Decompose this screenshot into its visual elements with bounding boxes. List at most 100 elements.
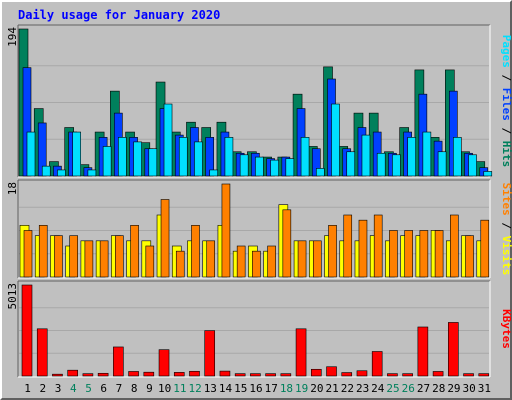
bar-pages-day-7 — [118, 137, 127, 177]
series-sites — [23, 183, 490, 278]
bar-sites-day-9 — [145, 245, 155, 278]
legend-entry: KBytes — [500, 309, 512, 349]
bar-pages-day-25 — [392, 154, 401, 177]
bar-kbytes-day-22 — [341, 372, 353, 377]
x-tick-label-day-3: 3 — [55, 382, 62, 395]
bar-kbytes-day-4 — [67, 369, 78, 377]
x-tick-label-day-29: 29 — [447, 382, 460, 395]
bar-kbytes-day-24 — [371, 351, 383, 377]
bar-kbytes-day-11 — [173, 372, 185, 377]
x-tick-label-day-22: 22 — [341, 382, 354, 395]
bar-sites-day-3 — [54, 235, 63, 278]
x-tick-label-day-24: 24 — [371, 382, 385, 395]
panel-background — [18, 281, 490, 377]
x-tick-label-day-2: 2 — [40, 382, 47, 395]
x-tick-label-day-18: 18 — [280, 382, 293, 395]
bar-pages-day-8 — [133, 141, 142, 177]
x-tick-label-day-14: 14 — [219, 382, 233, 395]
series-legend-label: KBytes — [500, 309, 512, 349]
x-tick-label-day-20: 20 — [310, 382, 323, 395]
chart-panel-3: 5013 KBytes — [6, 280, 512, 378]
bar-sites-day-5 — [84, 240, 94, 278]
bar-kbytes-day-7 — [113, 346, 124, 377]
bar-kbytes-day-29 — [448, 322, 459, 377]
chart-panel-1: 194 Pages / Files / Hits — [6, 24, 512, 178]
bar-pages-day-27 — [422, 131, 432, 177]
y-axis-max-label: 194 — [6, 27, 19, 47]
bar-kbytes-day-1 — [21, 284, 33, 377]
bar-pages-day-30 — [468, 154, 477, 177]
legend-entry: Sites — [500, 183, 512, 216]
bar-sites-day-26 — [404, 230, 413, 278]
bar-pages-day-28 — [437, 151, 447, 177]
bar-sites-day-15 — [236, 245, 246, 278]
bar-kbytes-day-23 — [356, 370, 368, 377]
bar-sites-day-30 — [465, 235, 474, 278]
bar-sites-day-4 — [69, 235, 78, 278]
bar-kbytes-day-31 — [478, 373, 490, 377]
bar-pages-day-26 — [407, 137, 416, 177]
bar-kbytes-day-15 — [234, 373, 246, 377]
bar-pages-day-17 — [270, 159, 279, 177]
bar-sites-day-27 — [419, 230, 429, 278]
bar-pages-day-23 — [361, 134, 371, 177]
x-tick-label-day-4: 4 — [70, 382, 77, 395]
bar-sites-day-6 — [99, 240, 109, 278]
y-axis-max-label: 5013 — [6, 283, 19, 310]
bar-kbytes-day-12 — [189, 370, 200, 377]
bar-sites-day-22 — [343, 214, 353, 278]
bar-sites-day-13 — [206, 240, 216, 278]
bar-sites-day-8 — [130, 225, 139, 278]
bar-pages-day-15 — [239, 154, 249, 177]
bar-kbytes-day-6 — [97, 372, 109, 377]
bar-sites-day-23 — [358, 219, 368, 278]
bar-pages-day-14 — [224, 137, 234, 177]
bar-sites-day-24 — [373, 214, 383, 278]
bar-kbytes-day-26 — [402, 373, 413, 377]
bar-kbytes-day-19 — [295, 328, 307, 377]
x-tick-label-day-23: 23 — [356, 382, 369, 395]
x-tick-label-day-6: 6 — [100, 382, 107, 395]
bar-kbytes-day-30 — [463, 373, 474, 377]
series-pages — [26, 103, 493, 177]
bar-kbytes-day-10 — [158, 349, 170, 377]
bar-pages-day-16 — [255, 156, 264, 177]
bar-pages-day-29 — [453, 137, 462, 177]
x-tick-label-day-25: 25 — [386, 382, 399, 395]
bar-kbytes-day-13 — [204, 330, 216, 377]
bar-pages-day-11 — [178, 137, 188, 177]
legend-entry: / — [500, 216, 512, 236]
x-tick-label-day-5: 5 — [85, 382, 92, 395]
bar-kbytes-day-14 — [219, 370, 231, 377]
x-tick-label-day-12: 12 — [188, 382, 201, 395]
bar-sites-day-10 — [160, 199, 170, 278]
bar-kbytes-day-16 — [250, 373, 261, 377]
bar-pages-day-12 — [194, 141, 203, 177]
bar-pages-day-6 — [102, 146, 112, 177]
x-tick-label-day-16: 16 — [249, 382, 262, 395]
bar-pages-day-20 — [315, 168, 325, 177]
legend-entry: Visits — [500, 236, 512, 276]
bar-sites-day-20 — [312, 240, 322, 278]
x-tick-label-day-11: 11 — [173, 382, 186, 395]
x-tick-label-day-28: 28 — [432, 382, 445, 395]
x-tick-label-day-21: 21 — [326, 382, 339, 395]
x-tick-label-day-31: 31 — [478, 382, 491, 395]
bar-sites-day-18 — [282, 209, 292, 278]
x-tick-label-day-7: 7 — [116, 382, 123, 395]
bar-sites-day-2 — [38, 225, 48, 278]
legend-entry: / — [500, 68, 512, 88]
bar-pages-day-18 — [285, 158, 295, 177]
x-tick-label-day-19: 19 — [295, 382, 308, 395]
bar-pages-day-1 — [26, 131, 36, 177]
bar-sites-day-19 — [297, 240, 307, 278]
bar-pages-day-3 — [57, 169, 66, 177]
bar-kbytes-day-18 — [280, 373, 292, 377]
bar-kbytes-day-20 — [310, 368, 322, 377]
bar-kbytes-day-3 — [52, 373, 63, 377]
bar-sites-day-12 — [191, 225, 200, 278]
x-tick-label-day-15: 15 — [234, 382, 247, 395]
bar-sites-day-21 — [328, 225, 337, 278]
bar-kbytes-day-2 — [36, 328, 48, 377]
